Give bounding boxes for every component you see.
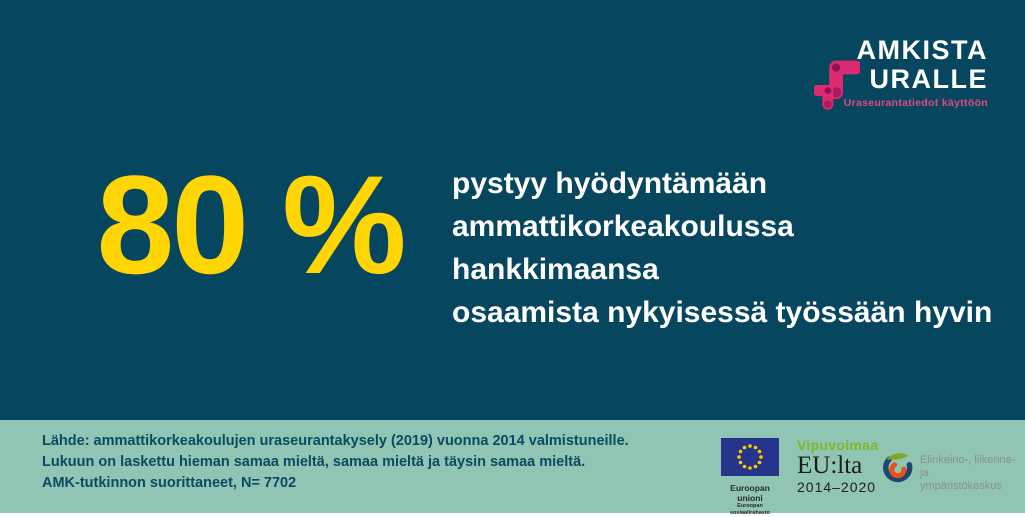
brand-logo: AMKISTA URALLE Uraseurantatiedot käyttöö… (814, 35, 990, 110)
eu-flag-icon (721, 438, 779, 476)
brand-tagline: Uraseurantatiedot käyttöön (843, 97, 988, 109)
source-note-line-2: Lukuun on laskettu hieman samaa mieltä, … (42, 454, 586, 470)
vipuvoimaa-logo-line2: EU:lta (797, 452, 863, 479)
ely-keskus-caption-line1: Elinkeino-, liikenne- ja (920, 454, 1016, 479)
vipuvoimaa-logo: Vipuvoimaa EU:lta 2014–2020 (797, 437, 887, 495)
source-note-line-3: AMK-tutkinnon suorittaneet, N= 7702 (42, 475, 297, 491)
footer-bar: Lähde: ammattikorkeakoulujen uraseuranta… (0, 420, 1025, 516)
amkista-uralle-logo-icon (814, 60, 860, 110)
eu-logo-caption: Euroopan unioni (730, 483, 770, 503)
eu-logo-subcaption: Euroopan sosiaalirahasto (729, 503, 771, 516)
vipuvoimaa-logo-line3: 2014–2020 (797, 479, 877, 495)
source-note: Lähde: ammattikorkeakoulujen uraseuranta… (42, 431, 629, 494)
vipuvoimaa-logo-line1: Vipuvoimaa (797, 437, 879, 453)
brand-name-line2: URALLE (869, 64, 988, 94)
headline-text: pystyy hyödyntämään ammattikorkeakouluss… (452, 162, 997, 334)
ely-keskus-caption-line2: ympäristökeskus (920, 480, 1002, 492)
headline-text-line-1: pystyy hyödyntämään (452, 167, 768, 200)
eu-logo: Euroopan unioni Euroopan sosiaalirahasto (719, 438, 781, 517)
headline-text-line-2: ammattikorkeakoulussa hankkimaansa (452, 210, 794, 286)
headline-statistic: 80 % (96, 146, 406, 303)
headline-text-line-3: osaamista nykyisessä työssään hyvin (452, 296, 993, 329)
brand-name-line1: AMKISTA (856, 35, 988, 65)
ely-keskus-caption: Elinkeino-, liikenne- ja ympäristökeskus (920, 454, 1020, 493)
source-note-line-1: Lähde: ammattikorkeakoulujen uraseuranta… (42, 433, 629, 449)
ely-swirl-icon (883, 453, 913, 483)
